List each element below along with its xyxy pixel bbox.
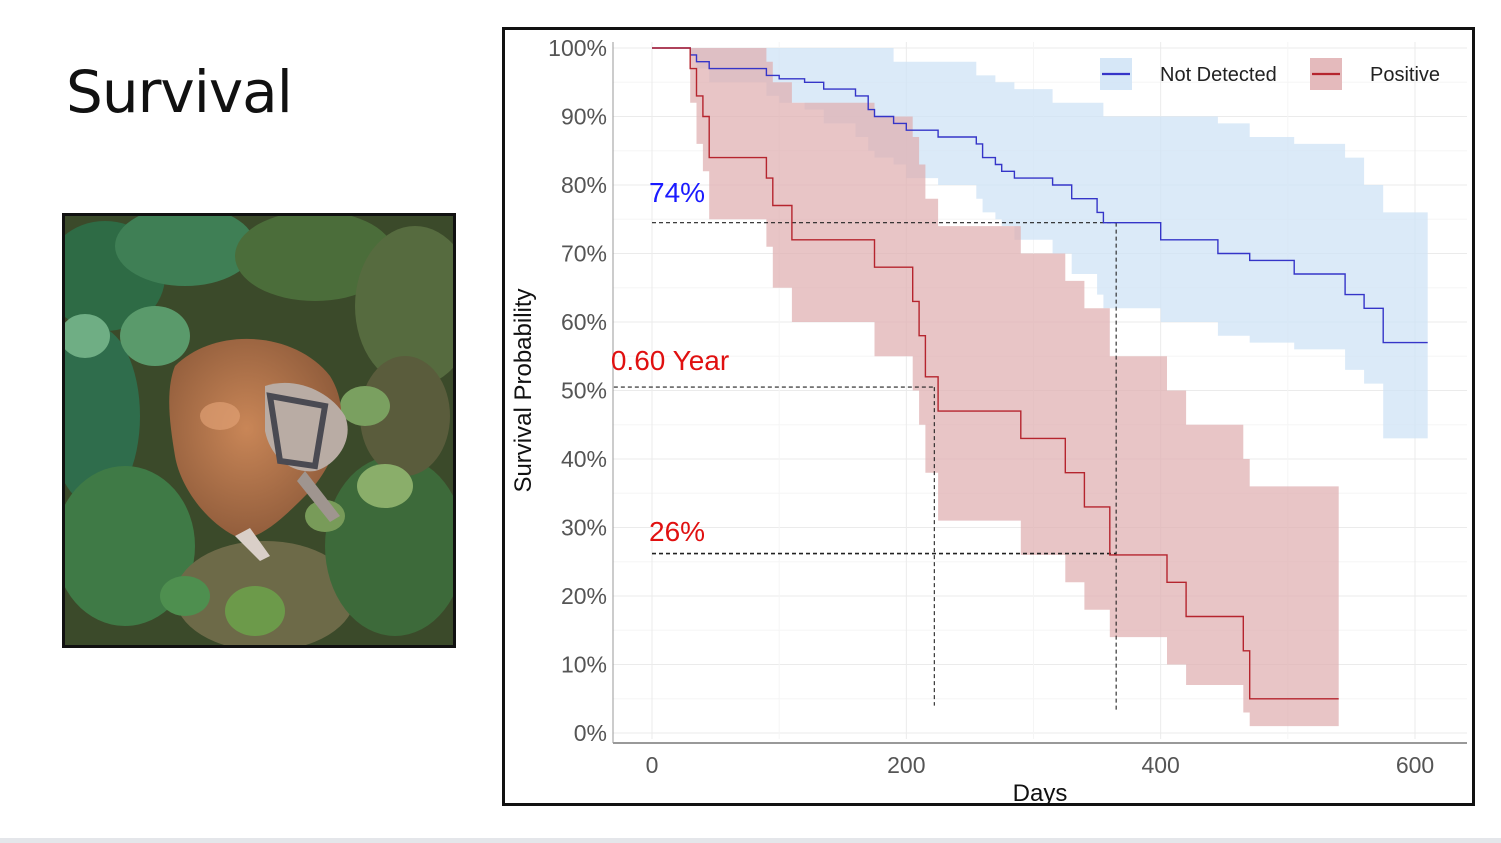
survival-chart-svg: 0% 10% 20% 30% 40% 50% 60% 70% 80% 90% 100% 0 200 400… bbox=[510, 35, 1467, 803]
x-tick-label: 400 bbox=[1141, 752, 1179, 778]
legend: Not Detected Positive bbox=[1100, 58, 1440, 90]
y-tick-label: 30% bbox=[561, 515, 607, 541]
deer-photo bbox=[62, 213, 456, 648]
y-tick-label: 100% bbox=[548, 35, 607, 61]
annotation-label: 0.60 Year bbox=[611, 345, 729, 376]
deer-body bbox=[169, 338, 348, 561]
y-tick-label: 60% bbox=[561, 309, 607, 335]
y-tick-label: 80% bbox=[561, 172, 607, 198]
y-tick-label: 0% bbox=[574, 720, 607, 746]
x-tick-label: 0 bbox=[646, 752, 659, 778]
legend-label: Not Detected bbox=[1160, 64, 1277, 86]
survival-curves bbox=[652, 47, 1428, 700]
axes: 0% 10% 20% 30% 40% 50% 60% 70% 80% 90% 100% 0 200 400… bbox=[510, 35, 1467, 803]
survival-chart: 0% 10% 20% 30% 40% 50% 60% 70% 80% 90% 100% 0 200 400… bbox=[502, 27, 1475, 806]
legend-label: Positive bbox=[1370, 64, 1440, 86]
foliage bbox=[65, 216, 453, 645]
annotation-label: 74% bbox=[649, 177, 705, 208]
reference-lines bbox=[613, 222, 1117, 713]
y-tick-label: 10% bbox=[561, 652, 607, 678]
y-tick-label: 20% bbox=[561, 583, 607, 609]
x-tick-label: 600 bbox=[1396, 752, 1434, 778]
y-tick-label: 40% bbox=[561, 446, 607, 472]
survival-curve-positive bbox=[652, 47, 1339, 700]
y-tick-label: 50% bbox=[561, 378, 607, 404]
y-tick-label: 90% bbox=[561, 104, 607, 130]
survival-curve-not-detected bbox=[652, 47, 1428, 344]
x-axis-label: Days bbox=[1013, 780, 1068, 803]
deer-carcass-photo-icon bbox=[65, 216, 453, 645]
x-tick-label: 200 bbox=[887, 752, 925, 778]
y-axis-label: Survival Probability bbox=[510, 288, 537, 492]
confidence-band-not-detected bbox=[652, 48, 1428, 439]
annotation-label: 26% bbox=[649, 516, 705, 547]
bottom-rule bbox=[0, 838, 1501, 843]
y-tick-label: 70% bbox=[561, 241, 607, 267]
annotations: 74% 0.60 Year 26% bbox=[611, 177, 729, 547]
slide-title: Survival bbox=[66, 58, 293, 126]
